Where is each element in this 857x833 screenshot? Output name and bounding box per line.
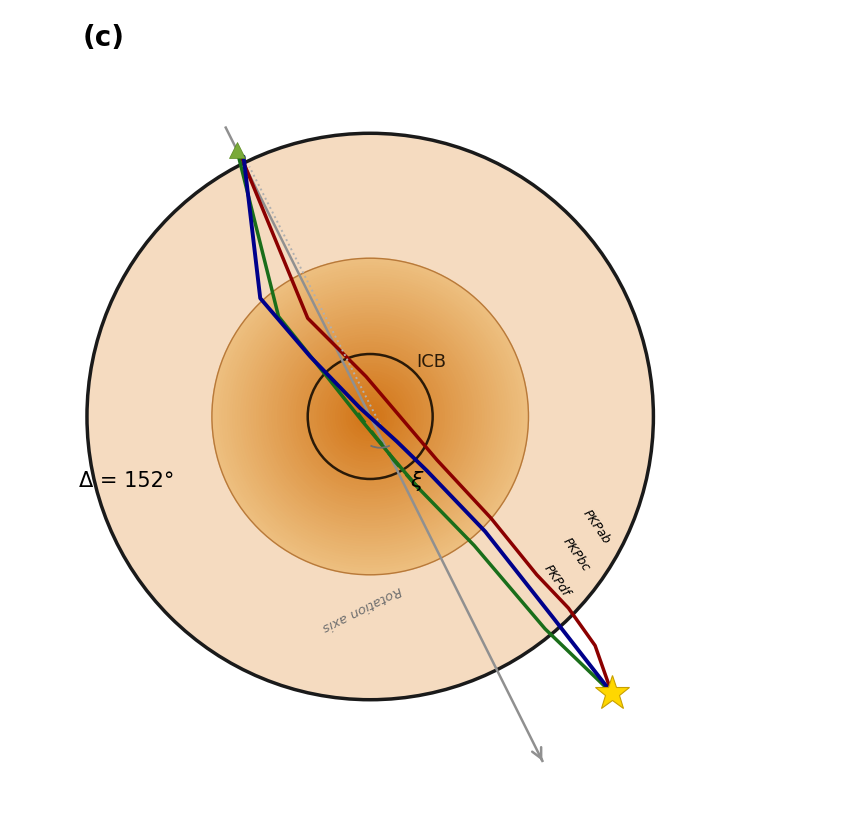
Circle shape: [365, 412, 375, 421]
Circle shape: [265, 311, 476, 522]
Circle shape: [231, 277, 510, 556]
Circle shape: [315, 362, 426, 471]
Circle shape: [363, 409, 378, 425]
Circle shape: [243, 290, 497, 543]
Circle shape: [214, 261, 526, 572]
Circle shape: [302, 348, 439, 485]
Circle shape: [283, 330, 458, 503]
Circle shape: [304, 351, 436, 482]
Circle shape: [289, 335, 452, 498]
Circle shape: [225, 272, 515, 561]
Text: Rotation axis: Rotation axis: [321, 583, 404, 633]
Circle shape: [275, 322, 465, 511]
Circle shape: [323, 369, 417, 464]
Circle shape: [357, 403, 383, 430]
Circle shape: [228, 274, 512, 559]
Circle shape: [251, 298, 488, 536]
Circle shape: [233, 279, 507, 554]
Circle shape: [333, 380, 407, 453]
Circle shape: [344, 390, 397, 443]
Circle shape: [336, 382, 405, 451]
Circle shape: [320, 367, 420, 466]
Circle shape: [341, 387, 399, 446]
Circle shape: [285, 332, 454, 501]
Circle shape: [346, 393, 394, 440]
Circle shape: [294, 340, 446, 493]
Circle shape: [351, 398, 389, 435]
Circle shape: [267, 314, 473, 520]
Circle shape: [246, 292, 494, 541]
Circle shape: [307, 353, 434, 480]
Text: PKPdf: PKPdf: [541, 562, 572, 599]
Circle shape: [255, 301, 486, 532]
Circle shape: [236, 282, 505, 551]
Text: ICB: ICB: [416, 352, 446, 371]
Circle shape: [312, 358, 428, 475]
Circle shape: [291, 337, 449, 496]
Circle shape: [328, 374, 412, 459]
Circle shape: [241, 287, 500, 546]
Circle shape: [220, 267, 520, 566]
Circle shape: [273, 319, 468, 514]
Circle shape: [238, 285, 502, 548]
Circle shape: [368, 414, 373, 419]
Circle shape: [309, 356, 431, 477]
Text: ξ: ξ: [411, 471, 423, 491]
Circle shape: [87, 133, 653, 700]
Circle shape: [354, 401, 386, 432]
Circle shape: [326, 372, 415, 461]
Circle shape: [299, 346, 441, 488]
Circle shape: [280, 327, 460, 506]
Circle shape: [349, 396, 392, 437]
Circle shape: [297, 342, 444, 491]
Circle shape: [249, 295, 492, 538]
Circle shape: [260, 306, 481, 527]
Text: PKPbc: PKPbc: [560, 535, 592, 574]
Text: PKPab: PKPab: [580, 506, 613, 546]
Circle shape: [339, 385, 402, 448]
Circle shape: [317, 364, 423, 469]
Circle shape: [331, 377, 410, 456]
Circle shape: [270, 317, 470, 516]
Text: Δ = 152°: Δ = 152°: [79, 471, 174, 491]
Circle shape: [223, 269, 518, 564]
Circle shape: [262, 308, 478, 525]
Circle shape: [257, 303, 483, 530]
Circle shape: [278, 324, 463, 509]
Circle shape: [360, 406, 381, 427]
Circle shape: [212, 258, 529, 575]
Circle shape: [217, 263, 523, 570]
Text: (c): (c): [83, 24, 125, 52]
